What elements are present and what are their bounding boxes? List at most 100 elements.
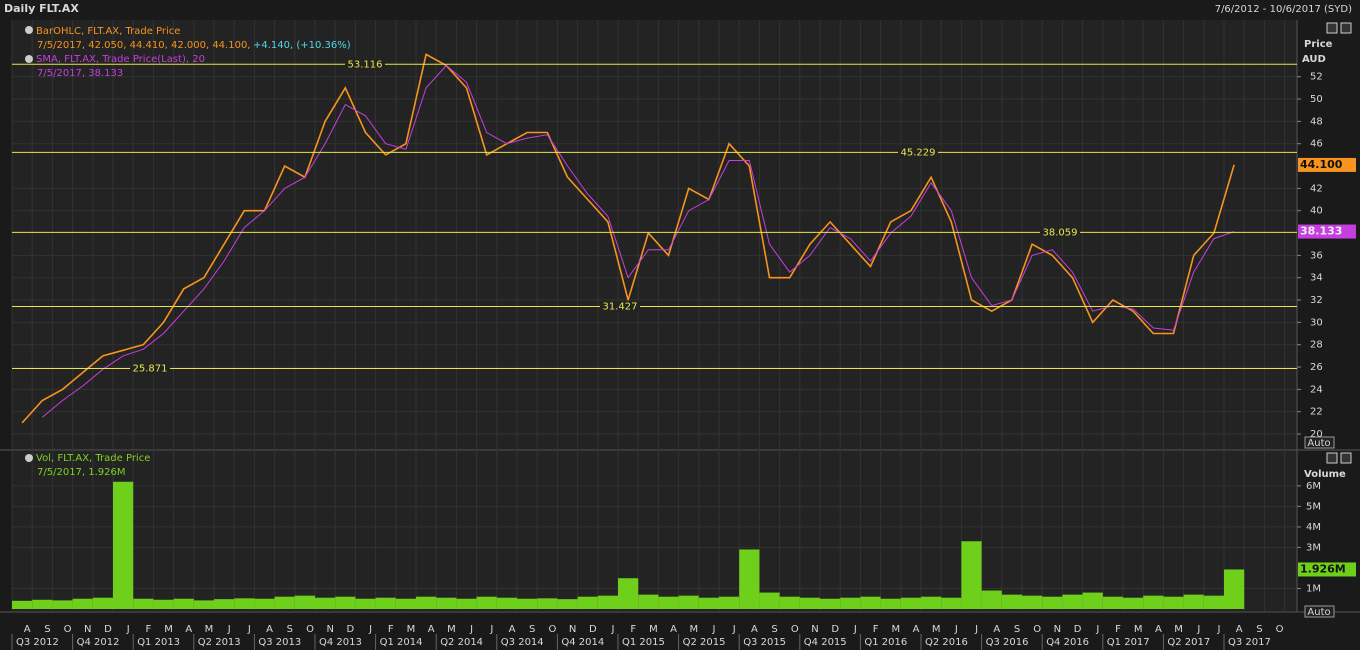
x-tick-label: M (407, 624, 416, 635)
legend-icon (25, 55, 33, 63)
volume-bar (52, 600, 73, 609)
volume-bar (456, 598, 477, 609)
x-tick-label: A (670, 624, 677, 635)
y-tick-label: 24 (1310, 384, 1323, 395)
volume-bar (133, 598, 154, 609)
date-range: 7/6/2012 - 10/6/2017 (SYD) (1215, 4, 1352, 15)
x-tick-label: O (1033, 624, 1041, 635)
x-tick-label: F (630, 624, 636, 635)
x-tick-label: O (791, 624, 799, 635)
volume-bar (799, 597, 820, 609)
volume-bar (981, 590, 1002, 609)
chart-title: Daily FLT.AX (4, 2, 79, 15)
volume-bar (1001, 594, 1022, 609)
x-tick-label: M (205, 624, 214, 635)
y-tick-label: 1M (1306, 583, 1321, 594)
level-label: 38.059 (1043, 227, 1078, 238)
volume-bar (658, 596, 679, 609)
volume-bar (698, 597, 719, 609)
volume-bar (335, 596, 356, 609)
y-tick-label: 5M (1306, 501, 1321, 512)
x-tick-label: N (1054, 624, 1061, 635)
x-tick-label: O (64, 624, 72, 635)
volume-bar (1224, 569, 1245, 609)
volume-bar (779, 596, 800, 609)
y-tick-label: 22 (1310, 407, 1323, 418)
x-tick-label: J (1095, 624, 1099, 635)
scale-mode[interactable]: Auto (1307, 607, 1330, 618)
x-tick-label: S (529, 624, 535, 635)
x-tick-label: J (469, 624, 473, 635)
volume-bar (1082, 592, 1103, 609)
quarter-label: Q3 2012 (16, 637, 59, 648)
legend-entry: SMA, FLT.AX, Trade Price(Last), 20 (36, 54, 205, 65)
volume-bar (496, 597, 517, 609)
volume-bar (153, 599, 174, 609)
quarter-label: Q4 2016 (1046, 637, 1089, 648)
level-label-bg (898, 146, 938, 159)
volume-bar (476, 596, 497, 609)
y-tick-label: 4M (1306, 522, 1321, 533)
axis-label: Volume (1304, 469, 1346, 480)
axis-unit: AUD (1302, 54, 1326, 65)
volume-bar (678, 595, 699, 609)
level-label: 45.229 (901, 147, 936, 158)
x-tick-label: J (368, 624, 372, 635)
volume-bar (961, 541, 982, 609)
volume-bar (355, 598, 376, 609)
scale-button[interactable] (1304, 605, 1335, 618)
volume-bar (1203, 595, 1224, 609)
volume-bar (577, 596, 598, 609)
volume-bar (860, 596, 881, 609)
volume-bar (436, 597, 457, 609)
volume-bar (1102, 596, 1123, 609)
legend-icon (25, 26, 33, 34)
last-value-label: 1.926M (1300, 562, 1346, 575)
y-tick-label: 26 (1310, 362, 1323, 373)
last-value-box (1298, 224, 1356, 239)
quarter-label: Q3 2016 (986, 637, 1029, 648)
volume-bar (537, 598, 558, 609)
quarter-label: Q1 2014 (380, 637, 423, 648)
quarter-label: Q4 2013 (319, 637, 362, 648)
quarter-label: Q3 2014 (501, 637, 544, 648)
y-tick-label: 48 (1310, 116, 1323, 127)
x-tick-label: A (993, 624, 1000, 635)
x-tick-label: J (732, 624, 736, 635)
volume-bar (880, 598, 901, 609)
quarter-label: Q3 2015 (743, 637, 786, 648)
y-tick-label: 46 (1310, 139, 1323, 150)
x-tick-label: A (185, 624, 192, 635)
volume-bar (840, 597, 861, 609)
y-tick-label: 40 (1310, 206, 1323, 217)
scale-button[interactable] (1304, 436, 1335, 449)
x-tick-label: J (1196, 624, 1200, 635)
quarter-label: Q3 2013 (258, 637, 301, 648)
y-tick-label: 34 (1310, 273, 1323, 284)
x-tick-label: N (326, 624, 333, 635)
last-value-box (1298, 157, 1356, 172)
x-tick-label: S (1256, 624, 1262, 635)
level-label-bg (130, 362, 170, 375)
scale-mode[interactable]: Auto (1307, 438, 1330, 449)
legend-icon (25, 454, 33, 462)
x-tick-label: O (548, 624, 556, 635)
x-tick-label: A (913, 624, 920, 635)
x-tick-label: M (932, 624, 941, 635)
panel-button[interactable] (1326, 452, 1338, 464)
x-tick-label: J (227, 624, 231, 635)
close-button[interactable] (1340, 452, 1352, 464)
x-tick-label: J (712, 624, 716, 635)
panel-button[interactable] (1326, 22, 1338, 34)
x-tick-label: S (1014, 624, 1020, 635)
volume-bar (638, 594, 659, 609)
volume-bar (759, 592, 780, 609)
x-tick-label: J (611, 624, 615, 635)
close-button[interactable] (1340, 22, 1352, 34)
x-tick-label: F (1115, 624, 1121, 635)
x-tick-label: N (811, 624, 818, 635)
y-tick-label: 52 (1310, 72, 1323, 83)
y-tick-label: 32 (1310, 295, 1323, 306)
